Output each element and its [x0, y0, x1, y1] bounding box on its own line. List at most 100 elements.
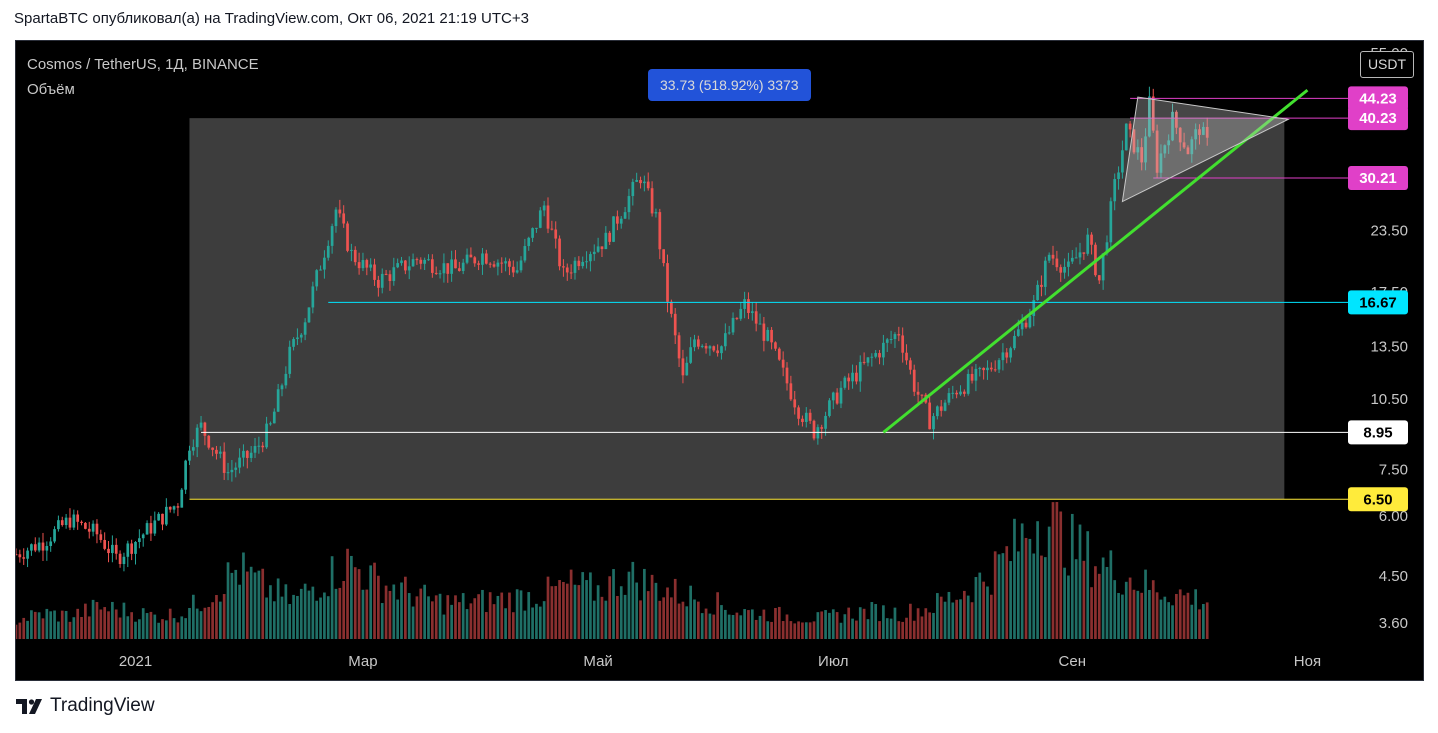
volume-bar: [1063, 567, 1066, 639]
volume-bar: [161, 619, 164, 639]
candle-body: [1047, 254, 1051, 261]
volume-bar: [1005, 546, 1009, 639]
candle-body: [1140, 147, 1144, 163]
candle-body: [500, 262, 504, 264]
candle: [623, 207, 627, 219]
volume-bar: [361, 589, 365, 639]
volume-bar: [234, 569, 238, 639]
candle: [172, 505, 176, 514]
volume-bar: [959, 599, 962, 639]
price-chart[interactable]: 3.604.506.007.5010.5013.5017.5023.5055.0…: [16, 41, 1423, 680]
candle-body: [874, 353, 878, 357]
chart-frame[interactable]: 3.604.506.007.5010.5013.5017.5023.5055.0…: [15, 40, 1424, 681]
candle-body: [959, 391, 962, 395]
candle: [450, 250, 453, 282]
candle: [107, 541, 110, 563]
candle: [226, 462, 230, 481]
candle-body: [858, 361, 862, 382]
candle: [430, 254, 434, 278]
candle-body: [234, 467, 238, 470]
candle: [30, 543, 33, 556]
candle: [777, 347, 781, 361]
candle: [91, 520, 95, 537]
time-axis-tick: Июл: [818, 653, 848, 670]
candle: [1040, 275, 1043, 297]
candle: [747, 292, 750, 320]
candle-body: [616, 216, 619, 224]
candle: [589, 251, 592, 272]
candle-body: [1005, 352, 1009, 358]
volume-bar: [1124, 581, 1128, 639]
candle: [80, 520, 83, 526]
candle-body: [878, 353, 881, 358]
candle-body: [1198, 129, 1201, 135]
candle: [519, 256, 523, 273]
candle-body: [997, 360, 1001, 370]
candle: [396, 258, 400, 269]
candle: [1144, 128, 1147, 171]
candle-body: [180, 489, 184, 508]
candle-body: [338, 209, 342, 214]
footer-brand[interactable]: TradingView: [16, 695, 155, 717]
candle-body: [91, 523, 95, 532]
volume-bar: [943, 601, 947, 639]
candle: [60, 516, 64, 527]
volume-bar: [134, 621, 137, 639]
candle: [1117, 166, 1120, 190]
candle: [1151, 88, 1155, 133]
volume-bar: [939, 596, 943, 639]
volume-bar: [858, 607, 862, 639]
volume-bar: [804, 622, 808, 639]
candle-body: [141, 534, 145, 539]
candle: [932, 413, 935, 440]
candle: [1051, 245, 1055, 266]
candle: [696, 335, 700, 350]
candle-body: [739, 308, 743, 319]
price-axis-tick: 3.60: [1379, 615, 1408, 632]
candle-body: [1132, 129, 1136, 153]
candle: [118, 550, 122, 568]
volume-bar: [1151, 580, 1155, 639]
volume-bar: [1155, 592, 1159, 639]
symbol-legend[interactable]: Cosmos / TetherUS, 1Д, BINANCE: [27, 56, 259, 73]
candle-body: [153, 520, 157, 534]
candle-body: [1036, 284, 1039, 301]
candle-body: [22, 557, 26, 559]
volume-bar: [91, 599, 95, 639]
level-label-bg: [1348, 487, 1408, 512]
candle-body: [781, 359, 785, 368]
candle-body: [164, 506, 168, 525]
candle: [346, 221, 349, 253]
volume-bar: [484, 612, 488, 639]
volume-bar: [272, 601, 276, 639]
candle: [766, 327, 770, 342]
candle-body: [407, 266, 411, 271]
candle: [511, 260, 515, 278]
candle-body: [797, 407, 800, 419]
volume-bar: [673, 578, 677, 639]
candle: [222, 442, 226, 480]
volume-bar: [866, 619, 870, 639]
volume-bar: [723, 609, 727, 639]
candle-body: [855, 372, 858, 382]
candle: [404, 259, 407, 275]
candle-body: [504, 261, 507, 264]
volume-bar: [936, 593, 939, 639]
volume-bar: [1117, 593, 1120, 639]
candle: [457, 261, 461, 272]
volume-bar: [380, 603, 384, 639]
volume-bar: [280, 596, 284, 639]
volume-legend[interactable]: Объём: [27, 81, 75, 98]
candle: [114, 538, 118, 560]
volume-bar: [816, 612, 820, 639]
candle: [168, 506, 172, 513]
candle-body: [704, 345, 708, 349]
candle-body: [1128, 123, 1132, 130]
candle-body: [558, 238, 561, 267]
volume-bar: [820, 611, 824, 639]
candle-body: [107, 548, 110, 554]
candle-body: [1155, 130, 1159, 173]
currency-button[interactable]: USDT: [1360, 51, 1414, 78]
candle: [808, 409, 812, 424]
volume-bar: [184, 618, 187, 639]
